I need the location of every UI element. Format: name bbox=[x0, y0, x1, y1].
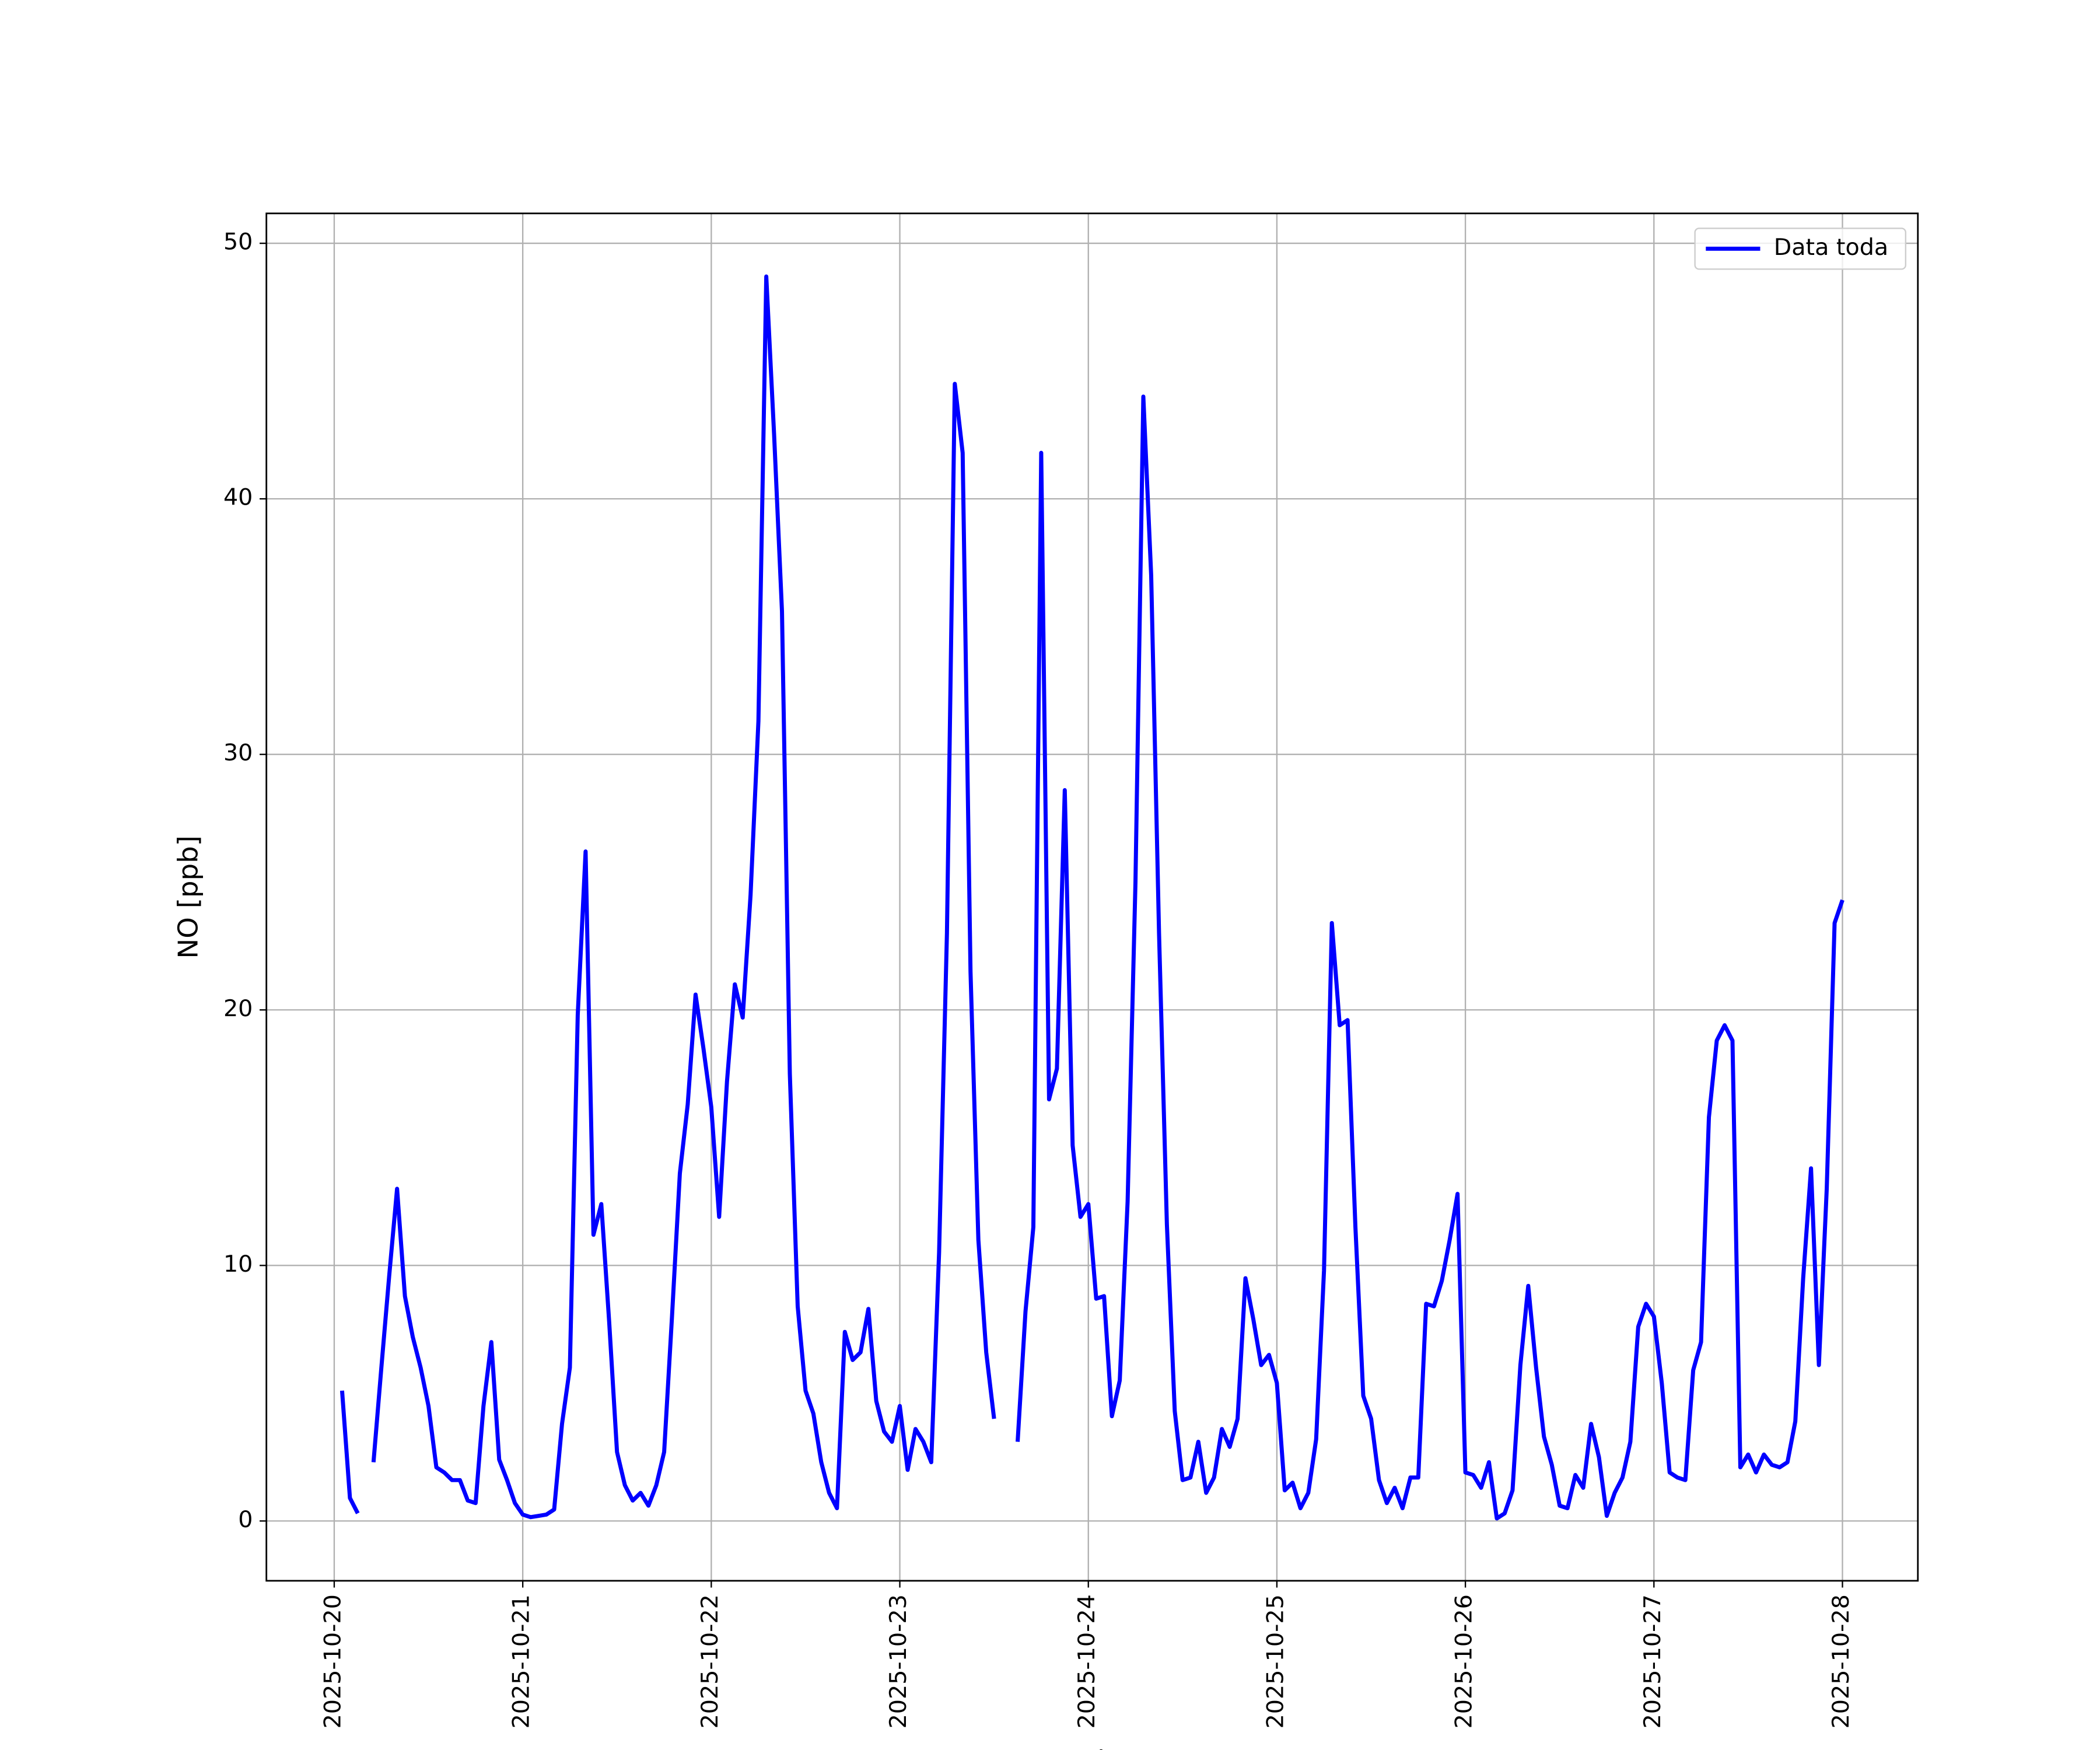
x-tick-label: 2025-10-21 bbox=[508, 1594, 535, 1728]
x-tick-label: 2025-10-25 bbox=[1262, 1594, 1289, 1728]
y-tick-label: 40 bbox=[223, 484, 253, 511]
plot-frame bbox=[265, 212, 1919, 1582]
legend-label: Data toda bbox=[1774, 234, 1888, 261]
x-tick-label: 2025-10-22 bbox=[696, 1594, 723, 1728]
legend-box bbox=[1694, 228, 1906, 270]
x-tick-label: 2025-10-23 bbox=[885, 1594, 912, 1728]
y-tick-label: 0 bbox=[238, 1506, 253, 1533]
y-tick-label: 10 bbox=[223, 1251, 253, 1278]
y-tick-label: 30 bbox=[223, 740, 253, 766]
x-tick-label: 2025-10-26 bbox=[1451, 1594, 1478, 1728]
x-tick-label: 2025-10-27 bbox=[1639, 1594, 1666, 1728]
x-tick-label: 2025-10-28 bbox=[1828, 1594, 1854, 1728]
y-axis-label: NO [ppb] bbox=[173, 835, 204, 958]
x-tick-label: 2025-10-20 bbox=[319, 1594, 346, 1728]
y-tick-label: 50 bbox=[223, 229, 253, 256]
data-line bbox=[340, 274, 1845, 1521]
y-tick-label: 20 bbox=[223, 995, 253, 1022]
x-tick-label: 2025-10-24 bbox=[1073, 1594, 1100, 1728]
x-axis-label: Fecha bbox=[1052, 1745, 1132, 1750]
